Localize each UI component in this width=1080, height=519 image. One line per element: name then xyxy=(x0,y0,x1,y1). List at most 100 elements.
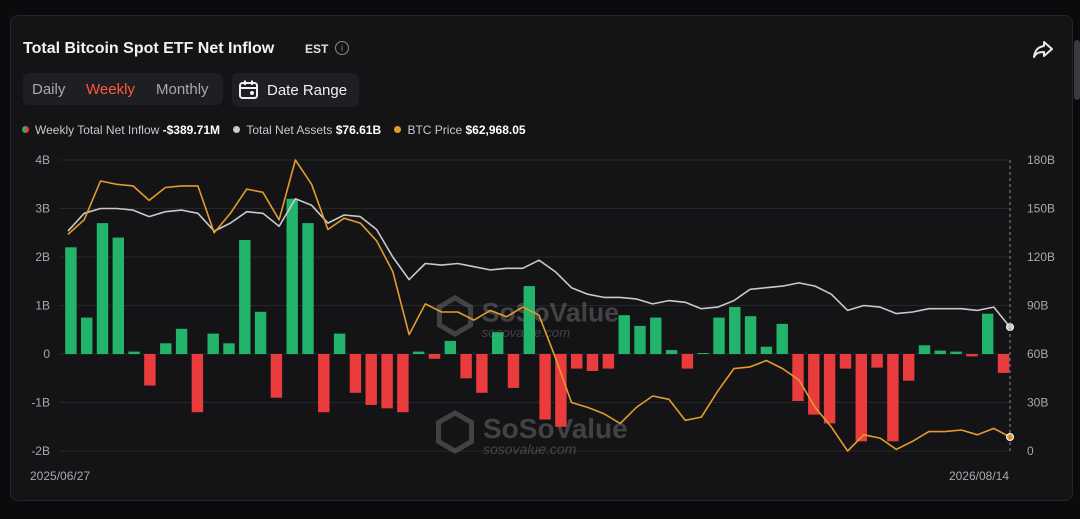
inflow-bar xyxy=(586,354,599,371)
page-title: Total Bitcoin Spot ETF Net Inflow xyxy=(23,40,275,57)
inflow-bar xyxy=(460,354,472,379)
total-net-assets-line xyxy=(67,198,1011,328)
inflow-bar xyxy=(381,354,393,409)
inflow-bar xyxy=(207,333,219,354)
inflow-bar xyxy=(254,311,267,354)
inflow-bar xyxy=(492,332,504,354)
date-range-button[interactable]: Date Range xyxy=(232,73,359,107)
tab-daily[interactable]: Daily xyxy=(32,81,66,98)
inflow-bar xyxy=(871,354,883,368)
inflow-bar xyxy=(444,340,456,354)
x-end-label: 2026/08/14 xyxy=(949,469,1009,483)
legend-inflow-label: Weekly Total Net Inflow xyxy=(35,123,160,137)
timezone-label[interactable]: EST xyxy=(305,42,329,56)
inflow-bar xyxy=(934,350,946,354)
inflow-bar xyxy=(302,223,314,354)
legend: Weekly Total Net Inflow -$389.71M Total … xyxy=(22,123,536,137)
inflow-bar xyxy=(365,354,377,405)
inflow-bar xyxy=(333,333,346,354)
scrollbar[interactable] xyxy=(1074,40,1080,100)
legend-assets-swatch xyxy=(233,126,241,133)
left-tick-label: -1B xyxy=(31,396,50,410)
legend-price[interactable]: BTC Price $62,968.05 xyxy=(394,123,526,137)
right-tick-label: 180B xyxy=(1027,153,1055,167)
inflow-bar xyxy=(744,316,757,354)
inflow-bar xyxy=(96,223,109,354)
right-tick-label: 60B xyxy=(1027,347,1048,361)
inflow-bar xyxy=(270,354,283,398)
inflow-bar xyxy=(191,354,204,413)
inflow-bar xyxy=(760,346,773,354)
inflow-bar xyxy=(918,345,931,354)
inflow-bar xyxy=(776,323,788,354)
tab-monthly[interactable]: Monthly xyxy=(156,81,209,98)
right-tick-label: 90B xyxy=(1027,299,1048,313)
inflow-bar xyxy=(428,354,441,359)
inflow-bar xyxy=(128,351,140,354)
inflow-bar xyxy=(650,317,662,354)
right-tick-label: 120B xyxy=(1027,250,1055,264)
left-tick-label: 3B xyxy=(35,202,50,216)
inflow-bar xyxy=(144,354,156,386)
inflow-bar xyxy=(602,354,615,369)
inflow-bar xyxy=(887,354,899,442)
period-tabs: Daily Weekly Monthly xyxy=(23,73,223,105)
inflow-bar xyxy=(112,237,124,354)
tab-weekly[interactable]: Weekly xyxy=(86,81,135,98)
inflow-bar xyxy=(634,325,646,354)
right-tick-label: 30B xyxy=(1027,396,1048,410)
inflow-bar xyxy=(681,354,694,369)
calendar-icon xyxy=(239,80,258,99)
info-icon[interactable]: i xyxy=(335,41,349,55)
inflow-bar xyxy=(413,351,425,354)
watermark-url: sosovalue.com xyxy=(483,441,577,457)
inflow-bar xyxy=(555,354,567,427)
watermark-brand: SoSoValue xyxy=(482,298,619,328)
inflow-bar xyxy=(523,286,535,354)
inflow-bar xyxy=(697,353,709,354)
left-tick-label: 2B xyxy=(35,250,50,264)
inflow-bar xyxy=(808,354,820,415)
inflow-bar xyxy=(286,198,298,354)
inflow-bar xyxy=(318,354,330,413)
legend-assets-label: Total Net Assets xyxy=(246,123,333,137)
left-tick-label: -2B xyxy=(31,444,50,458)
right-tick-label: 150B xyxy=(1027,202,1055,216)
inflow-bar xyxy=(665,350,678,354)
inflow-bar xyxy=(950,351,962,354)
inflow-bar xyxy=(571,354,583,369)
left-tick-label: 0 xyxy=(43,347,50,361)
inflow-bar xyxy=(397,354,409,413)
inflow-bar xyxy=(618,315,630,354)
inflow-bar xyxy=(903,354,915,381)
inflow-bar xyxy=(823,354,836,424)
inflow-bar xyxy=(65,247,77,354)
inflow-bar xyxy=(982,313,994,354)
watermark-logo-icon xyxy=(436,295,474,337)
legend-assets-value: $76.61B xyxy=(335,123,382,137)
legend-inflow-value: -$389.71M xyxy=(162,123,220,137)
inflow-bar xyxy=(81,317,93,354)
share-icon[interactable] xyxy=(1032,38,1054,60)
legend-price-value: $62,968.05 xyxy=(465,123,526,137)
inflow-bar xyxy=(507,354,520,388)
inflow-bar xyxy=(713,317,725,354)
inflow-bar xyxy=(729,307,741,354)
left-tick-label: 1B xyxy=(35,299,50,313)
date-range-label: Date Range xyxy=(267,82,348,99)
legend-inflow[interactable]: Weekly Total Net Inflow -$389.71M xyxy=(22,123,220,137)
legend-inflow-swatch xyxy=(22,126,29,133)
btc-price-line xyxy=(67,159,1011,452)
inflow-bar xyxy=(239,240,251,354)
inflow-bar xyxy=(175,328,188,354)
inflow-bar xyxy=(476,354,488,393)
legend-assets[interactable]: Total Net Assets $76.61B xyxy=(233,123,381,137)
inflow-bar xyxy=(997,354,1010,373)
right-tick-label: 0 xyxy=(1027,444,1034,458)
inflow-bar xyxy=(539,354,551,420)
inflow-bar xyxy=(855,354,867,442)
watermark-logo-icon xyxy=(436,410,474,454)
